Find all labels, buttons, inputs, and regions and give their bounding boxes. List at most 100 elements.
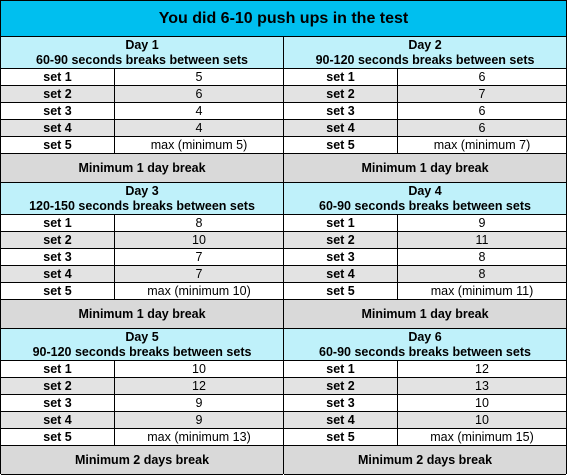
set-label: set 5 <box>284 429 397 445</box>
set-reps: 9 <box>115 412 283 428</box>
set-reps: max (minimum 15) <box>398 429 566 445</box>
set-label: set 1 <box>1 69 114 85</box>
day-rest-interval: 90-120 seconds breaks between sets <box>32 345 252 359</box>
set-row: set 5 max (minimum 11) <box>284 283 566 300</box>
set-reps: 8 <box>398 266 566 282</box>
set-label: set 2 <box>284 86 397 102</box>
set-reps: 4 <box>115 120 283 136</box>
set-reps: max (minimum 5) <box>115 137 283 153</box>
set-label: set 5 <box>1 429 114 445</box>
day-rest-interval: 60-90 seconds breaks between sets <box>319 345 531 359</box>
day-block-4: Day 4 60-90 seconds breaks between sets … <box>284 183 566 329</box>
set-row: set 3 8 <box>284 249 566 266</box>
set-row: set 1 9 <box>284 215 566 232</box>
set-label: set 3 <box>284 103 397 119</box>
set-reps: 6 <box>115 86 283 102</box>
set-label: set 2 <box>1 232 114 248</box>
set-row: set 5 max (minimum 5) <box>1 137 283 154</box>
set-label: set 2 <box>284 378 397 394</box>
set-row: set 5 max (minimum 7) <box>284 137 566 154</box>
day-name: Day 2 <box>408 38 442 52</box>
set-row: set 2 10 <box>1 232 283 249</box>
set-row: set 3 4 <box>1 103 283 120</box>
day-header: Day 5 90-120 seconds breaks between sets <box>1 329 283 361</box>
set-reps: max (minimum 13) <box>115 429 283 445</box>
set-reps: 7 <box>115 266 283 282</box>
set-label: set 5 <box>284 137 397 153</box>
day-header: Day 6 60-90 seconds breaks between sets <box>284 329 566 361</box>
day-header: Day 2 90-120 seconds breaks between sets <box>284 37 566 69</box>
set-label: set 3 <box>284 395 397 411</box>
set-row: set 4 6 <box>284 120 566 137</box>
table-title: You did 6-10 push ups in the test <box>1 1 566 37</box>
set-reps: 6 <box>398 103 566 119</box>
set-label: set 5 <box>1 137 114 153</box>
set-reps: 12 <box>398 361 566 377</box>
set-label: set 1 <box>1 215 114 231</box>
set-row: set 3 10 <box>284 395 566 412</box>
set-row: set 4 10 <box>284 412 566 429</box>
set-row: set 1 10 <box>1 361 283 378</box>
set-row: set 1 5 <box>1 69 283 86</box>
set-label: set 4 <box>1 120 114 136</box>
set-row: set 4 8 <box>284 266 566 283</box>
rest-day-note: Minimum 1 day break <box>284 300 566 328</box>
set-row: set 4 4 <box>1 120 283 137</box>
rest-day-note: Minimum 1 day break <box>1 154 283 182</box>
set-row: set 2 6 <box>1 86 283 103</box>
set-row: set 5 max (minimum 10) <box>1 283 283 300</box>
day-rest-interval: 60-90 seconds breaks between sets <box>319 199 531 213</box>
set-reps: 5 <box>115 69 283 85</box>
day-header: Day 3 120-150 seconds breaks between set… <box>1 183 283 215</box>
day-rest-interval: 120-150 seconds breaks between sets <box>29 199 255 213</box>
set-label: set 2 <box>1 378 114 394</box>
set-label: set 3 <box>1 395 114 411</box>
day-name: Day 6 <box>408 330 442 344</box>
set-row: set 1 12 <box>284 361 566 378</box>
day-block-3: Day 3 120-150 seconds breaks between set… <box>1 183 283 329</box>
set-reps: 8 <box>115 215 283 231</box>
set-reps: 10 <box>398 412 566 428</box>
rest-day-note: Minimum 2 days break <box>1 446 283 474</box>
set-reps: max (minimum 11) <box>398 283 566 299</box>
day-block-6: Day 6 60-90 seconds breaks between sets … <box>284 329 566 475</box>
set-reps: 7 <box>115 249 283 265</box>
rest-day-note: Minimum 2 days break <box>284 446 566 474</box>
day-name: Day 5 <box>125 330 159 344</box>
set-label: set 1 <box>284 69 397 85</box>
set-reps: 13 <box>398 378 566 394</box>
rest-day-note: Minimum 1 day break <box>1 300 283 328</box>
set-reps: max (minimum 10) <box>115 283 283 299</box>
set-reps: max (minimum 7) <box>398 137 566 153</box>
set-row: set 2 12 <box>1 378 283 395</box>
set-reps: 12 <box>115 378 283 394</box>
day-name: Day 4 <box>408 184 442 198</box>
day-name: Day 1 <box>125 38 159 52</box>
set-row: set 5 max (minimum 15) <box>284 429 566 446</box>
set-row: set 2 13 <box>284 378 566 395</box>
set-label: set 4 <box>284 412 397 428</box>
set-row: set 3 9 <box>1 395 283 412</box>
set-row: set 2 7 <box>284 86 566 103</box>
day-block-2: Day 2 90-120 seconds breaks between sets… <box>284 37 566 183</box>
set-label: set 1 <box>1 361 114 377</box>
set-reps: 7 <box>398 86 566 102</box>
set-row: set 3 7 <box>1 249 283 266</box>
set-label: set 5 <box>1 283 114 299</box>
set-row: set 5 max (minimum 13) <box>1 429 283 446</box>
set-reps: 4 <box>115 103 283 119</box>
set-label: set 2 <box>1 86 114 102</box>
set-reps: 10 <box>115 232 283 248</box>
day-block-5: Day 5 90-120 seconds breaks between sets… <box>1 329 283 475</box>
set-label: set 1 <box>284 361 397 377</box>
set-row: set 3 6 <box>284 103 566 120</box>
set-row: set 2 11 <box>284 232 566 249</box>
day-header: Day 1 60-90 seconds breaks between sets <box>1 37 283 69</box>
day-name: Day 3 <box>125 184 159 198</box>
set-reps: 10 <box>398 395 566 411</box>
set-row: set 1 6 <box>284 69 566 86</box>
set-reps: 9 <box>398 215 566 231</box>
set-reps: 6 <box>398 69 566 85</box>
set-reps: 10 <box>115 361 283 377</box>
